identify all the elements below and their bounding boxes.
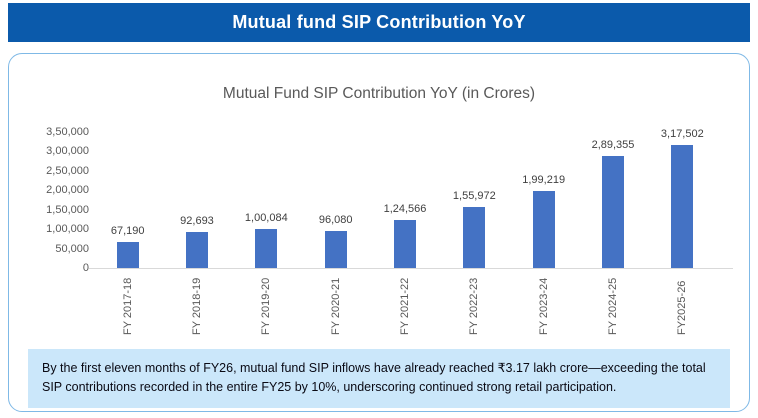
bar-FY 2017-18: [116, 241, 139, 268]
y-tick-label: 0: [82, 262, 89, 274]
bar-FY2025-26: [671, 144, 694, 268]
bar-FY 2023-24: [532, 190, 555, 268]
insight-text: By the first eleven months of FY26, mutu…: [42, 361, 706, 394]
chart-card: Mutual Fund SIP Contribution YoY (in Cro…: [8, 53, 750, 412]
bar-value-label: 96,080: [318, 213, 353, 226]
page-title: Mutual fund SIP Contribution YoY: [232, 12, 526, 32]
bar-slot: 92,693: [162, 132, 231, 268]
y-tick-label: 3,50,000: [46, 126, 89, 138]
x-axis-tick-labels: FY 2017-18 FY 2018-19 FY 2019-20 FY 2020-21…: [93, 273, 717, 337]
y-tick-label: 1,00,000: [46, 223, 89, 236]
x-tick-label: FY 2022-23: [468, 277, 481, 335]
x-tick-label: FY 2018-19: [191, 277, 203, 335]
x-tick-label: FY2025-26: [676, 280, 689, 335]
y-tick-label: 1,50,000: [46, 203, 89, 216]
x-axis-line: [89, 268, 733, 269]
bar-slot: 1,55,972: [440, 132, 509, 268]
bar-FY 2020-21: [324, 230, 347, 268]
bar-value-label: 1,99,219: [522, 173, 566, 186]
bar-slot: 1,00,084: [232, 132, 301, 268]
y-tick-label: 50,000: [55, 242, 89, 255]
page-title-banner: Mutual fund SIP Contribution YoY: [8, 3, 750, 42]
bar-value-label: 2,89,355: [591, 138, 635, 151]
x-tick-label: FY 2019-20: [260, 277, 273, 335]
bar-value-label: 1,55,972: [452, 190, 496, 203]
chart-title: Mutual Fund SIP Contribution YoY (in Cro…: [222, 85, 536, 102]
x-tick-label: FY 2017-18: [121, 277, 134, 335]
x-tick-label: FY 2024-25: [607, 277, 619, 335]
bar-FY 2018-19: [185, 231, 208, 268]
bar-slot: 2,89,355: [578, 132, 647, 268]
bar-plot-area: 67,190 92,693 1,00,084 96,080 1,24,566 1,55,9…: [93, 128, 717, 268]
bar-slot: 1,99,219: [509, 132, 578, 268]
bar-slot: 1,24,566: [370, 132, 439, 268]
y-tick-label: 3,00,000: [46, 145, 89, 158]
bar-value-label: 1,24,566: [383, 202, 427, 215]
bar-slot: 96,080: [301, 132, 370, 268]
insight-callout: By the first eleven months of FY26, mutu…: [28, 349, 730, 408]
y-tick-label: 2,00,000: [46, 184, 89, 197]
bar-FY 2022-23: [463, 207, 486, 268]
x-tick-label: FY 2020-21: [329, 277, 342, 335]
bar-slot: 67,190: [93, 132, 162, 268]
bar-slot: 3,17,502: [648, 128, 717, 268]
bar-value-label: 92,693: [180, 214, 214, 227]
y-tick-label: 2,50,000: [46, 164, 89, 177]
x-tick-label: FY 2023-24: [537, 277, 550, 335]
bar-FY 2021-22: [393, 219, 416, 268]
y-axis-tick-labels: 0 50,000 1,00,000 1,50,000 2,00,000 2,50,000 3…: [9, 54, 89, 284]
x-tick-label: FY 2021-22: [399, 277, 411, 335]
bar-FY 2024-25: [601, 155, 624, 268]
bar-value-label: 67,190: [110, 224, 145, 237]
bar-value-label: 1,00,084: [244, 212, 288, 225]
bar-value-label: 3,17,502: [660, 127, 704, 140]
bar-FY 2019-20: [255, 229, 278, 268]
